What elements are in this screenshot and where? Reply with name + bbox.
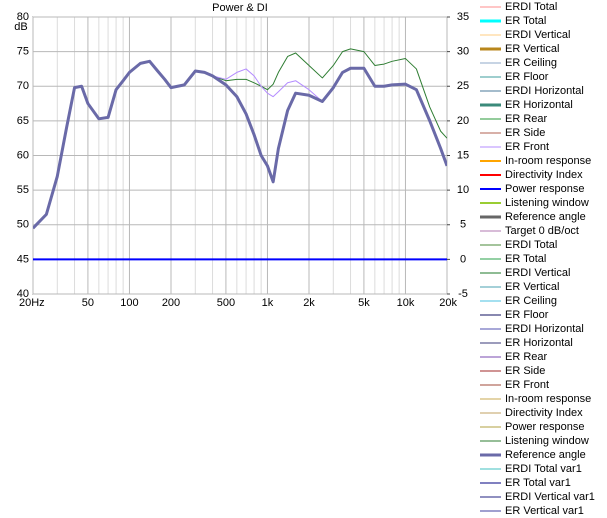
y-tick-label: 60	[17, 149, 29, 161]
y2-tick-label: 10	[457, 184, 469, 196]
y2-tick-label: 20	[457, 115, 469, 127]
legend-label: ER Front	[505, 141, 549, 153]
legend-label: ER Floor	[505, 309, 549, 321]
legend-label: Directivity Index	[505, 169, 583, 181]
legend-label: ERDI Total var1	[505, 463, 582, 475]
legend-label: Listening window	[505, 197, 589, 209]
x-tick-label: 500	[217, 297, 235, 309]
y-tick-label: 75	[17, 46, 29, 58]
legend-label: ER Vertical	[505, 281, 559, 293]
legend-label: ER Rear	[505, 113, 548, 125]
legend-label: ER Floor	[505, 71, 549, 83]
x-tick-label: 100	[120, 297, 138, 309]
legend-label: ER Side	[505, 365, 545, 377]
y2-tick-label: 0	[460, 253, 466, 265]
x-tick-label: 200	[162, 297, 180, 309]
legend-label: ERDI Horizontal	[505, 323, 584, 335]
legend-label: ERDI Vertical	[505, 29, 570, 41]
legend-label: Directivity Index	[505, 407, 583, 419]
legend-label: ER Ceiling	[505, 57, 557, 69]
legend-label: ERDI Vertical	[505, 267, 570, 279]
x-tick-label: 20k	[439, 297, 457, 309]
legend-label: Reference angle	[505, 449, 586, 461]
legend-label: ERDI Vertical var1	[505, 491, 595, 503]
series-line	[33, 59, 447, 230]
y2-tick-label: 35	[457, 11, 469, 23]
legend-label: ER Side	[505, 127, 545, 139]
legend-label: ER Front	[505, 379, 549, 391]
chart-title: Power & DI	[212, 2, 268, 14]
y-tick-label: 55	[17, 184, 29, 196]
legend-label: ER Total var1	[505, 477, 571, 489]
legend-label: ERDI Total	[505, 1, 557, 13]
y2-tick-label: 30	[457, 46, 469, 58]
y-tick-label: 45	[17, 253, 29, 265]
y2-tick-label: 15	[457, 149, 469, 161]
legend-label: ER Total	[505, 15, 546, 27]
x-tick-label: 1k	[262, 297, 274, 309]
y-axis-label: dB	[14, 21, 27, 33]
legend-label: ER Horizontal	[505, 337, 573, 349]
y-tick-label: 65	[17, 115, 29, 127]
legend-label: ERDI Total	[505, 239, 557, 251]
y-tick-label: 40	[17, 288, 29, 300]
y-tick-label: 50	[17, 219, 29, 231]
x-tick-label: 2k	[303, 297, 315, 309]
legend-label: ER Total	[505, 253, 546, 265]
legend-label: Power response	[505, 421, 585, 433]
x-tick-label: 10k	[397, 297, 415, 309]
y2-tick-label: 25	[457, 80, 469, 92]
legend-label: Listening window	[505, 435, 589, 447]
x-tick-label: 20Hz	[19, 297, 45, 309]
legend-label: In-room response	[505, 393, 591, 405]
y2-tick-label: 5	[460, 219, 466, 231]
legend-label: ER Horizontal	[505, 99, 573, 111]
legend-label: ER Rear	[505, 351, 548, 363]
legend-label: Power response	[505, 183, 585, 195]
legend-label: In-room response	[505, 155, 591, 167]
legend-label: ER Ceiling	[505, 295, 557, 307]
legend-label: ERDI Horizontal	[505, 85, 584, 97]
y-tick-label: 80	[17, 11, 29, 23]
legend-label: Reference angle	[505, 211, 586, 223]
y-tick-label: 70	[17, 80, 29, 92]
x-tick-label: 50	[82, 297, 94, 309]
x-tick-label: 5k	[358, 297, 370, 309]
legend-label: ER Vertical var1	[505, 505, 584, 517]
legend-label: Target 0 dB/oct	[505, 225, 579, 237]
legend-label: ER Vertical	[505, 43, 559, 55]
y2-tick-label: -5	[458, 288, 468, 300]
